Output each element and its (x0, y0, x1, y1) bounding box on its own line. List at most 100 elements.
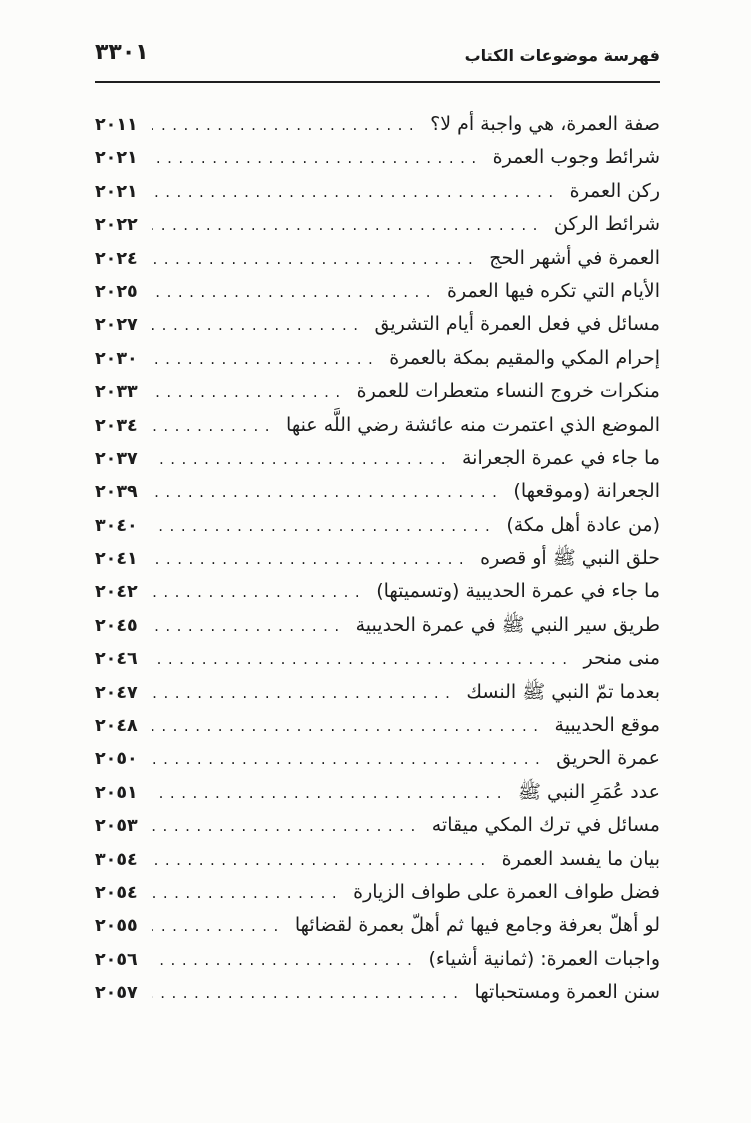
dotted-leader (152, 118, 420, 133)
toc-row: منكرات خروج النساء متعطرات للعمرة ٢٠٣٣ (95, 382, 660, 415)
toc-entry-title: عمرة الحريق (556, 747, 660, 770)
dotted-leader (152, 285, 437, 300)
dotted-leader (152, 686, 457, 701)
dotted-leader (152, 352, 380, 367)
toc-row: ركن العمرة ٢٠٢١ (95, 179, 660, 215)
toc-entry-title: ما جاء في عمرة الجعرانة (461, 446, 660, 469)
toc-entry-page: ٢٠٣٣ (95, 382, 138, 403)
toc-row: سنن العمرة ومستحباتها ٢٠٥٧ (95, 983, 660, 1016)
toc-entry-page: ٣٠٤٠ (95, 515, 138, 536)
toc-entry-page: ٢٠٤٢ (95, 582, 138, 603)
dotted-leader (152, 752, 547, 767)
toc-row: (من عادة أهل مكة) ٣٠٤٠ (95, 513, 660, 549)
toc-entry-page: ٢٠٤٨ (95, 716, 138, 737)
toc-entry-page: ٢٠٥٦ (95, 949, 138, 970)
toc-entry-title: ما جاء في عمرة الحديبية (وتسميتها) (376, 580, 660, 603)
toc-row: ما جاء في عمرة الحديبية (وتسميتها) ٢٠٤٢ (95, 582, 660, 615)
page-content: فهرسة موضوعات الكتاب ٣٣٠١ صفة العمرة، هي… (95, 40, 660, 1017)
toc-row: شرائط الركن ٢٠٢٢ (95, 215, 660, 248)
header-divider (95, 81, 660, 83)
toc-entry-page: ٢٠٢١ (95, 148, 138, 169)
toc-list: صفة العمرة، هي واجبة أم لا؟ ٢٠١١ شرائط و… (95, 115, 660, 1017)
toc-entry-page: ٢٠٥٣ (95, 816, 138, 837)
toc-row: لو أهلّ بعرفة وجامع فيها ثم أهلّ بعمرة ل… (95, 916, 660, 949)
dotted-leader (152, 719, 545, 734)
toc-entry-page: ٢٠٣٤ (95, 415, 138, 436)
toc-entry-title: موقع الحديبية (554, 714, 660, 737)
toc-row: العمرة في أشهر الحج ٢٠٢٤ (95, 246, 660, 282)
toc-entry-page: ٢٠٤٦ (95, 649, 138, 670)
toc-entry-title: (من عادة أهل مكة) (506, 513, 660, 536)
toc-entry-title: العمرة في أشهر الحج (489, 246, 660, 269)
toc-row: واجبات العمرة: (ثمانية أشياء) ٢٠٥٦ (95, 947, 660, 983)
toc-entry-title: شرائط وجوب العمرة (492, 146, 660, 169)
toc-row: إحرام المكي والمقيم بمكة بالعمرة ٢٠٣٠ (95, 346, 660, 382)
toc-entry-page: ٢٠٢٥ (95, 281, 138, 302)
toc-row: منى منحر ٢٠٤٦ (95, 649, 660, 682)
dotted-leader (152, 252, 480, 267)
toc-entry-page: ٢٠٢٧ (95, 315, 138, 336)
toc-row: موقع الحديبية ٢٠٤٨ (95, 716, 660, 749)
toc-entry-title: مسائل في ترك المكي ميقاته (431, 814, 660, 837)
toc-entry-title: منى منحر (583, 647, 660, 670)
toc-entry-title: شرائط الركن (553, 213, 660, 236)
toc-row: عمرة الحريق ٢٠٥٠ (95, 749, 660, 782)
toc-entry-page: ٢٠٤٧ (95, 682, 138, 703)
dotted-leader (152, 552, 470, 567)
dotted-leader (152, 919, 285, 934)
dotted-leader (152, 886, 343, 901)
dotted-leader (152, 953, 419, 968)
toc-entry-page: ٢٠٥٧ (95, 983, 138, 1004)
dotted-leader (152, 151, 483, 166)
toc-entry-title: لو أهلّ بعرفة وجامع فيها ثم أهلّ بعمرة ل… (294, 914, 660, 937)
toc-row: الجعرانة (وموقعها) ٢٠٣٩ (95, 482, 660, 515)
page-header: فهرسة موضوعات الكتاب ٣٣٠١ (95, 40, 660, 65)
toc-entry-page: ٢٠٣٩ (95, 482, 138, 503)
toc-entry-page: ٢٠٥٥ (95, 916, 138, 937)
toc-entry-title: طريق سير النبي ﷺ في عمرة الحديبية (355, 613, 660, 636)
dotted-leader (152, 452, 452, 467)
toc-row: طريق سير النبي ﷺ في عمرة الحديبية ٢٠٤٥ (95, 613, 660, 649)
toc-entry-page: ٢٠٣٠ (95, 348, 138, 369)
toc-row: الأيام التي تكره فيها العمرة ٢٠٢٥ (95, 279, 660, 315)
dotted-leader (152, 519, 497, 534)
toc-entry-page: ٢٠٢٢ (95, 215, 138, 236)
toc-entry-page: ٢٠٥٠ (95, 749, 138, 770)
dotted-leader (152, 585, 366, 600)
header-page-number: ٣٣٠١ (95, 40, 149, 65)
toc-row: حلق النبي ﷺ أو قصره ٢٠٤١ (95, 549, 660, 582)
toc-entry-title: الجعرانة (وموقعها) (513, 480, 660, 503)
toc-entry-title: عدد عُمَرِ النبي ﷺ (517, 780, 660, 803)
toc-entry-page: ٣٠٥٤ (95, 849, 138, 870)
toc-entry-page: ٢٠٥١ (95, 782, 138, 803)
toc-entry-title: بعدما تمّ النبي ﷺ النسك (466, 680, 660, 703)
dotted-leader (152, 819, 422, 834)
toc-row: عدد عُمَرِ النبي ﷺ ٢٠٥١ (95, 780, 660, 816)
toc-row: مسائل في ترك المكي ميقاته ٢٠٥٣ (95, 816, 660, 849)
dotted-leader (152, 385, 347, 400)
toc-entry-title: سنن العمرة ومستحباتها (474, 981, 660, 1004)
toc-entry-page: ٢٠٣٧ (95, 448, 138, 469)
toc-entry-title: ركن العمرة (569, 179, 660, 202)
dotted-leader (152, 786, 508, 801)
toc-entry-title: إحرام المكي والمقيم بمكة بالعمرة (389, 346, 660, 369)
toc-entry-page: ٢٠٢١ (95, 181, 138, 202)
dotted-leader (152, 419, 276, 434)
toc-entry-title: مسائل في فعل العمرة أيام التشريق (374, 313, 661, 336)
toc-row: بعدما تمّ النبي ﷺ النسك ٢٠٤٧ (95, 680, 660, 716)
dotted-leader (152, 218, 544, 233)
toc-row: صفة العمرة، هي واجبة أم لا؟ ٢٠١١ (95, 115, 660, 148)
toc-entry-page: ٢٠٢٤ (95, 248, 138, 269)
dotted-leader (152, 986, 465, 1001)
toc-row: بيان ما يفسد العمرة ٣٠٥٤ (95, 849, 660, 883)
toc-entry-title: الأيام التي تكره فيها العمرة (447, 279, 660, 302)
toc-entry-title: واجبات العمرة: (ثمانية أشياء) (428, 947, 660, 970)
toc-entry-page: ٢٠٤١ (95, 549, 138, 570)
toc-entry-page: ٢٠١١ (95, 115, 138, 135)
dotted-leader (152, 652, 574, 667)
toc-row: الموضع الذي اعتمرت منه عائشة رضي اللَّه … (95, 415, 660, 449)
toc-entry-page: ٢٠٤٥ (95, 615, 138, 636)
toc-entry-page: ٢٠٥٤ (95, 882, 138, 903)
dotted-leader (152, 318, 365, 333)
